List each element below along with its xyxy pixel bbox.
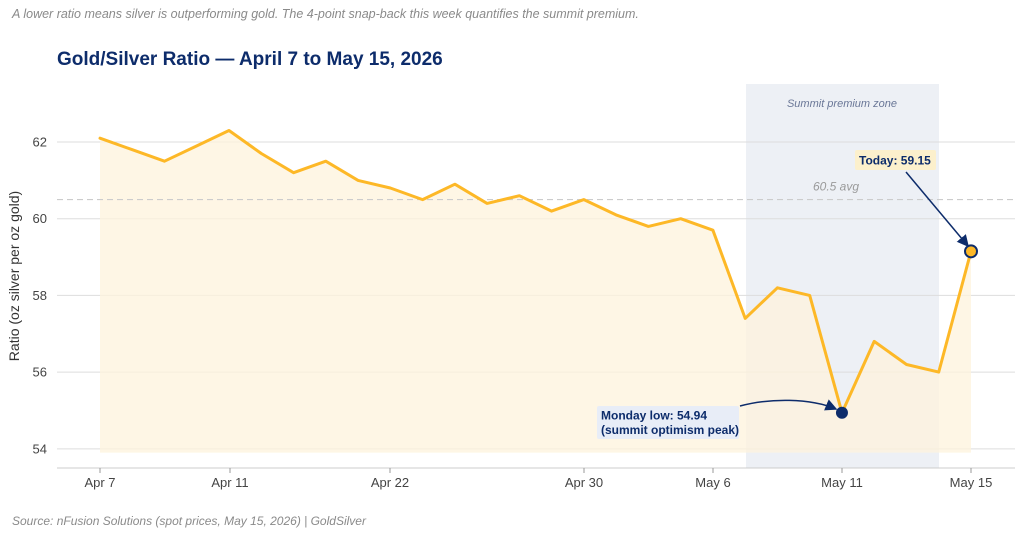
y-tick-label-54: 54 xyxy=(33,441,47,456)
ratio-series-line xyxy=(98,129,973,415)
low-annotation-label-line1: Monday low: 54.94 xyxy=(601,409,707,423)
average-label: 60.5 avg xyxy=(813,180,859,194)
x-tick-label-apr-7: Apr 7 xyxy=(84,475,115,490)
y-tick-label-62: 62 xyxy=(33,135,47,150)
x-tick-label-apr-30: Apr 30 xyxy=(565,475,603,490)
x-tick-label-may-11: May 11 xyxy=(821,475,863,490)
x-tick-label-may-6: May 6 xyxy=(695,475,730,490)
low-annotation-box xyxy=(597,406,739,439)
y-tick-label-58: 58 xyxy=(33,288,47,303)
today-annotation-box xyxy=(855,150,936,170)
x-tick-label-apr-22: Apr 22 xyxy=(371,475,409,490)
x-tick-label-may-15: May 15 xyxy=(950,475,993,490)
y-axis-label: Ratio (oz silver per oz gold) xyxy=(6,191,22,361)
x-tick-label-apr-11: Apr 11 xyxy=(211,475,248,490)
today-annotation-label: Today: 59.15 xyxy=(859,154,931,168)
today-point-marker xyxy=(964,244,978,259)
y-tick-label-56: 56 xyxy=(33,365,47,380)
chart-subtitle: A lower ratio means silver is outperform… xyxy=(12,7,639,21)
today-annotation-arrow xyxy=(905,171,969,248)
summit-premium-zone-label: Summit premium zone xyxy=(787,98,897,110)
y-tick-label-60: 60 xyxy=(33,211,47,226)
low-annotation-arrow xyxy=(739,399,838,411)
low-point-marker xyxy=(835,406,848,419)
chart-source: Source: nFusion Solutions (spot prices, … xyxy=(12,514,366,528)
low-annotation-label-line2: (summit optimism peak) xyxy=(601,423,739,437)
ratio-area-fill xyxy=(100,130,971,453)
chart-title: Gold/Silver Ratio — April 7 to May 15, 2… xyxy=(57,49,443,70)
